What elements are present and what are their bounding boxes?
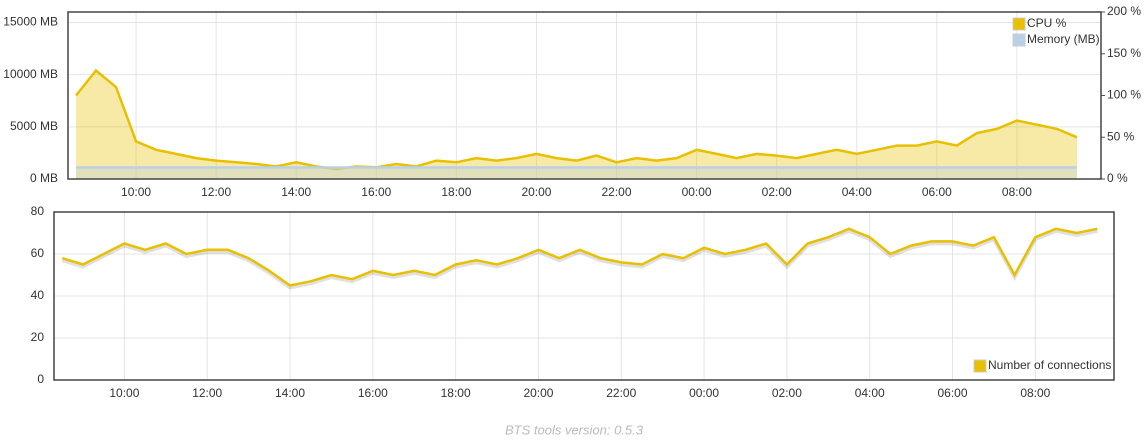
y-tick-label: 60 [31,246,45,260]
legend-swatch [973,359,987,373]
y-tick-label: 40 [31,288,45,302]
y2-tick-label: 150 % [1107,46,1141,60]
x-tick-label: 12:00 [192,386,222,400]
y-tick-label: 15000 MB [3,15,58,29]
footer: BTS tools version: 0.5.3 [505,422,644,437]
legend-label: CPU % [1027,16,1067,30]
x-tick-label: 10:00 [109,386,139,400]
x-tick-label: 00:00 [689,386,719,400]
x-tick-label: 18:00 [441,386,471,400]
x-tick-label: 02:00 [762,185,792,199]
plot-frame [53,211,1115,381]
y-tick-label: 5000 MB [10,119,58,133]
x-tick-label: 16:00 [358,386,388,400]
line-shadow [61,228,1098,290]
x-tick-label: 18:00 [441,185,471,199]
x-tick-label: 00:00 [682,185,712,199]
plot-frame [67,11,1102,180]
x-tick-label: 14:00 [281,185,311,199]
y-tick-label: 80 [31,204,45,218]
x-tick-label: 10:00 [121,185,151,199]
x-tick-label: 08:00 [1020,386,1050,400]
x-tick-label: 20:00 [521,185,551,199]
x-tick-label: 20:00 [523,386,553,400]
x-tick-label: 04:00 [855,386,885,400]
y-tick-label: 0 [37,372,44,386]
y2-tick-label: 0 % [1107,171,1128,185]
y-tick-label: 0 MB [30,171,58,185]
line [61,227,1098,287]
y2-tick-label: 200 % [1107,4,1141,18]
x-tick-label: 14:00 [275,386,305,400]
y-tick-label: 10000 MB [3,67,58,81]
y-tick-label: 20 [31,330,45,344]
line [75,68,1078,171]
y2-tick-label: 100 % [1107,88,1141,102]
area [76,167,1077,179]
x-tick-label: 06:00 [922,185,952,199]
legend-swatch [1012,17,1026,31]
legend-label: Number of connections [988,358,1111,372]
x-tick-label: 12:00 [201,185,231,199]
x-tick-label: 04:00 [842,185,872,199]
area [76,70,1077,179]
legend-swatch [1012,33,1026,47]
x-tick-label: 08:00 [1002,185,1032,199]
y2-tick-label: 50 % [1107,129,1135,143]
x-tick-label: 06:00 [938,386,968,400]
x-tick-label: 22:00 [602,185,632,199]
legend-label: Memory (MB) [1027,32,1100,46]
x-tick-label: 16:00 [361,185,391,199]
x-tick-label: 02:00 [772,386,802,400]
x-tick-label: 22:00 [606,386,636,400]
